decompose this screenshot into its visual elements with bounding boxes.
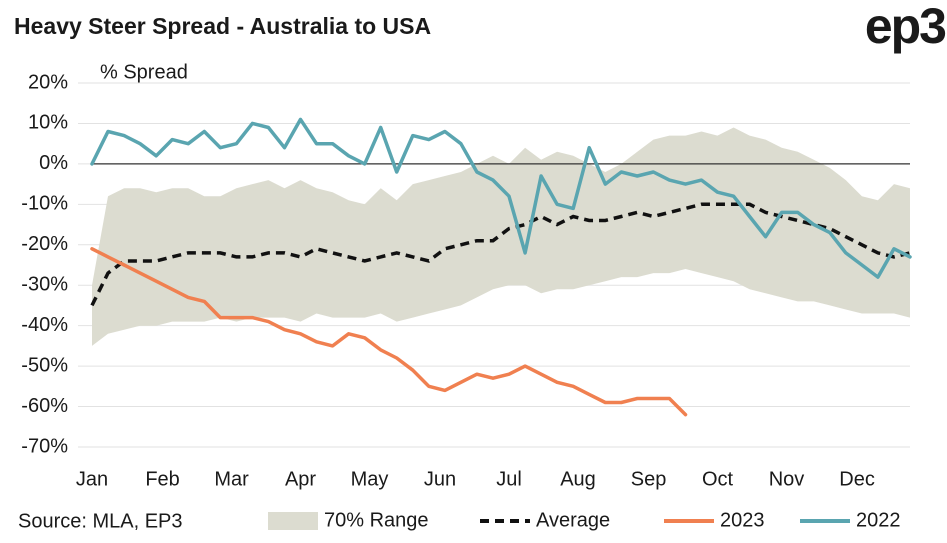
x-tick-label: Feb	[145, 468, 179, 490]
legend-label: 2022	[856, 509, 901, 531]
y-axis-label: % Spread	[100, 61, 188, 83]
x-tick-label: Sep	[631, 468, 667, 490]
legend-swatch	[268, 512, 318, 530]
x-tick-label: Jul	[496, 468, 522, 490]
x-tick-label: Jan	[76, 468, 108, 490]
series-line	[90, 247, 688, 417]
x-tick-label: Dec	[839, 468, 875, 490]
legend-label: Average	[536, 509, 610, 531]
x-tick-label: Oct	[702, 468, 734, 490]
y-tick-label: -10%	[21, 193, 68, 215]
x-tick-label: May	[351, 468, 389, 490]
y-tick-label: -70%	[21, 435, 68, 457]
y-tick-label: -20%	[21, 233, 68, 255]
series-line	[90, 117, 912, 279]
source: Source: MLA, EP3	[18, 510, 183, 532]
y-tick-label: 0%	[39, 152, 68, 174]
x-tick-label: Nov	[769, 468, 805, 490]
x-tick-label: Apr	[285, 468, 316, 490]
logo: ep3	[865, 0, 945, 54]
plot-area: 20% 10% 0% -10% -20% -30% -40% -50% -60% -70% Jan F…	[21, 71, 912, 490]
legend-label: 70% Range	[324, 509, 429, 531]
y-tick-label: -30%	[21, 274, 68, 296]
y-tick-label: 10%	[28, 112, 68, 134]
y-tick-label: -40%	[21, 314, 68, 336]
x-tick-label: Aug	[560, 468, 596, 490]
y-tick-label: 20%	[28, 71, 68, 93]
x-tick-label: Mar	[214, 468, 249, 490]
legend: 70% Range Average 2023 2022	[268, 509, 901, 531]
y-tick-label: -50%	[21, 354, 68, 376]
chart-title: Heavy Steer Spread - Australia to USA	[14, 13, 431, 39]
x-tick-label: Jun	[424, 468, 456, 490]
legend-label: 2023	[720, 509, 765, 531]
y-tick-label: -60%	[21, 395, 68, 417]
